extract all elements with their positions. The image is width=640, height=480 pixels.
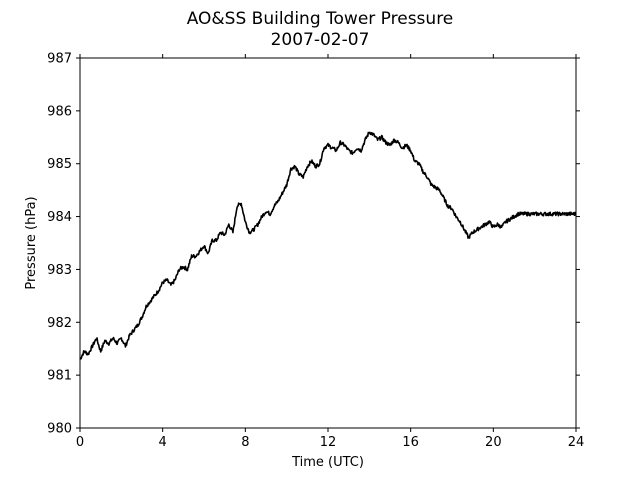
x-tick-label: 4	[159, 435, 167, 450]
y-tick-label: 982	[47, 316, 72, 331]
y-tick-label: 987	[47, 52, 72, 67]
x-tick-label: 20	[485, 435, 502, 450]
x-tick-label: 16	[402, 435, 419, 450]
x-tick-label: 24	[568, 435, 585, 450]
x-tick-label: 12	[320, 435, 337, 450]
y-axis-label: Pressure (hPa)	[24, 196, 39, 289]
chart-subtitle: 2007-02-07	[271, 30, 370, 50]
y-tick-label: 981	[47, 369, 72, 384]
y-tick-label: 983	[47, 263, 72, 278]
chart-title: AO&SS Building Tower Pressure	[187, 9, 454, 29]
x-tick-label: 0	[76, 435, 84, 450]
plot-frame	[79, 57, 577, 429]
axis-ticks: 0 4 8 12 16 20 24 980 981 982 983 984 985 986 987	[47, 52, 584, 451]
y-tick-label: 984	[47, 210, 72, 225]
x-axis-label: Time (UTC)	[291, 455, 364, 470]
pressure-series-line	[79, 131, 577, 360]
y-tick-label: 980	[47, 422, 72, 437]
y-tick-label: 985	[47, 157, 72, 172]
y-tick-label: 986	[47, 104, 72, 119]
series-group	[79, 131, 577, 360]
x-tick-label: 8	[241, 435, 249, 450]
